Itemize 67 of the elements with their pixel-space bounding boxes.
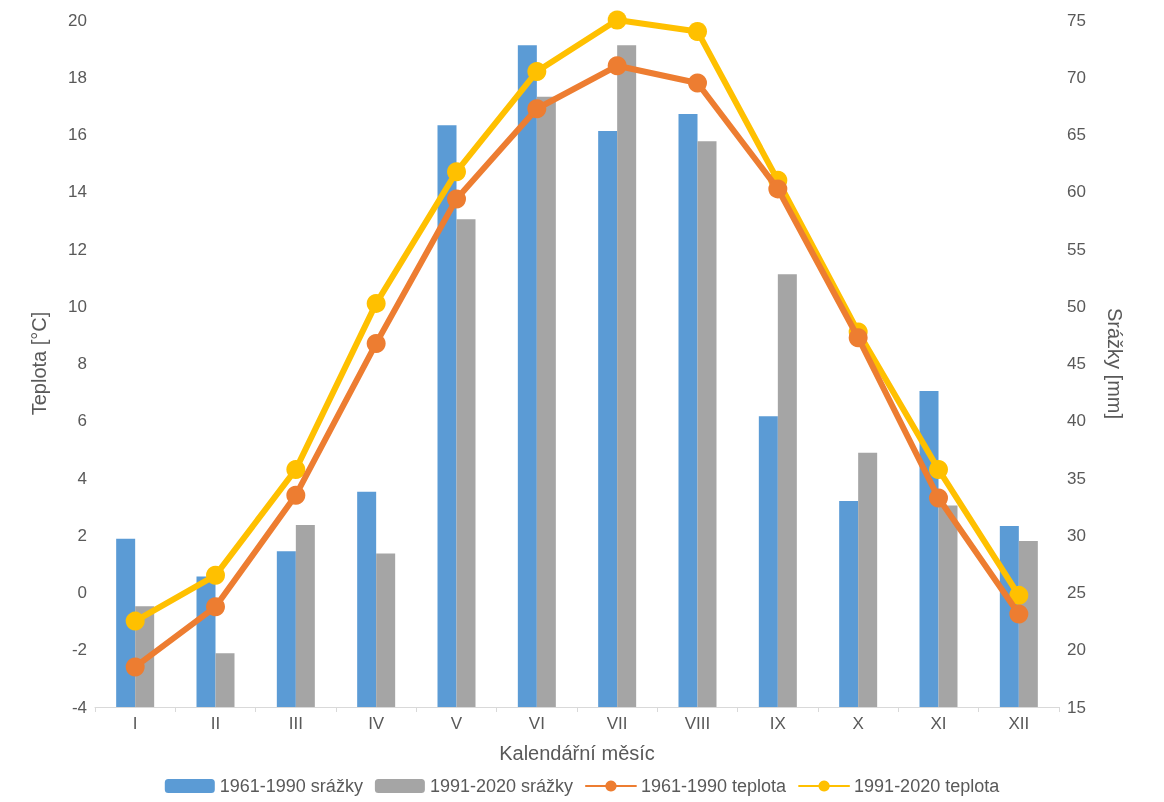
y-tick-label: 10 <box>68 296 87 316</box>
y2-tick-label: 60 <box>1067 182 1086 202</box>
point <box>447 189 466 209</box>
point <box>366 333 386 353</box>
point <box>206 565 225 585</box>
x-tick-label: XI <box>930 714 947 733</box>
point <box>1009 604 1029 624</box>
y2-tick-label: 45 <box>1067 354 1086 373</box>
y-tick-label: 0 <box>77 583 87 602</box>
point <box>1009 585 1029 605</box>
x-tick-label: VI <box>528 714 545 733</box>
y2-tick-label: 25 <box>1067 583 1086 602</box>
y2-tick-label: 20 <box>1067 640 1086 660</box>
y2-tick-label: 35 <box>1067 468 1086 488</box>
point <box>929 459 948 479</box>
y-tick-label: 16 <box>68 125 87 144</box>
x-tick-label: VII <box>606 714 628 733</box>
x-axis-title: Kalendářní měsíc <box>499 742 655 764</box>
x-tick-label: II <box>210 714 221 733</box>
y2-tick-label: 30 <box>1067 525 1086 545</box>
y-tick-label: 18 <box>68 67 87 87</box>
x-tick-label: IX <box>769 714 786 733</box>
y-tick-label: 8 <box>77 354 87 373</box>
point <box>286 485 306 505</box>
x-tick-label: IV <box>368 714 385 733</box>
legend-label: 1961-1990 teplota <box>640 776 788 796</box>
y2-tick-label: 75 <box>1067 10 1086 30</box>
y-tick-label: 4 <box>77 468 87 488</box>
point <box>527 99 547 119</box>
point <box>125 611 145 631</box>
y2-tick-label: 50 <box>1067 296 1086 316</box>
point <box>286 459 306 479</box>
legend-label: 1961-1990 srážky <box>219 776 363 796</box>
y2-axis-title: Srážky [mm] <box>1104 307 1126 420</box>
y-tick-label: 20 <box>68 10 87 30</box>
legend-label: 1991-2020 teplota <box>854 776 1001 796</box>
point <box>607 56 627 76</box>
point <box>366 293 386 313</box>
point <box>688 21 707 41</box>
point <box>768 179 788 199</box>
x-tick-label: III <box>288 714 303 733</box>
x-tick-label: I <box>132 714 138 733</box>
y2-tick-label: 15 <box>1067 697 1086 717</box>
y-tick-label: -4 <box>71 697 87 717</box>
x-tick-label: V <box>450 714 463 733</box>
y-tick-label: 2 <box>77 525 87 545</box>
x-tick-label: XII <box>1008 714 1030 733</box>
point <box>607 10 627 30</box>
y-axis-title: Teplota [°C] <box>28 311 50 416</box>
y-tick-label: 6 <box>77 411 87 431</box>
point <box>688 73 707 93</box>
point <box>206 597 225 617</box>
point <box>929 488 948 508</box>
point <box>848 328 868 348</box>
y2-tick-label: 40 <box>1067 411 1086 431</box>
point <box>527 62 547 82</box>
y2-tick-label: 70 <box>1067 67 1086 87</box>
y-tick-label: -2 <box>71 640 87 660</box>
y-tick-label: 12 <box>68 239 87 259</box>
x-tick-label: VIII <box>684 714 711 733</box>
legend-label: 1991-2020 srážky <box>429 776 573 796</box>
x-tick-label: X <box>852 714 864 733</box>
y2-tick-label: 55 <box>1067 239 1086 259</box>
point <box>447 162 466 182</box>
y2-tick-label: 65 <box>1067 125 1086 144</box>
y-tick-label: 14 <box>68 182 87 202</box>
point <box>125 657 145 677</box>
